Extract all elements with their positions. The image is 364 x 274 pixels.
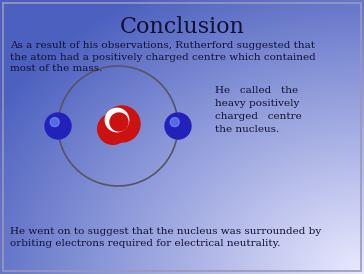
Text: the nucleus.: the nucleus. — [215, 125, 279, 134]
Circle shape — [50, 118, 59, 127]
Circle shape — [105, 108, 129, 132]
Circle shape — [98, 114, 128, 144]
Circle shape — [110, 113, 128, 131]
Text: heavy positively: heavy positively — [215, 99, 299, 108]
Text: Conclusion: Conclusion — [119, 16, 245, 38]
Circle shape — [45, 113, 71, 139]
Circle shape — [165, 113, 191, 139]
Text: He   called   the: He called the — [215, 86, 298, 95]
Text: orbiting electrons required for electrical neutrality.: orbiting electrons required for electric… — [10, 238, 280, 247]
Text: most of the mass.: most of the mass. — [10, 64, 102, 73]
Text: charged   centre: charged centre — [215, 112, 302, 121]
Text: He went on to suggest that the nucleus was surrounded by: He went on to suggest that the nucleus w… — [10, 227, 321, 236]
Text: As a result of his observations, Rutherford suggested that: As a result of his observations, Rutherf… — [10, 41, 315, 50]
Text: the atom had a positively charged centre which contained: the atom had a positively charged centre… — [10, 53, 316, 61]
Circle shape — [104, 106, 140, 142]
Circle shape — [170, 118, 179, 127]
